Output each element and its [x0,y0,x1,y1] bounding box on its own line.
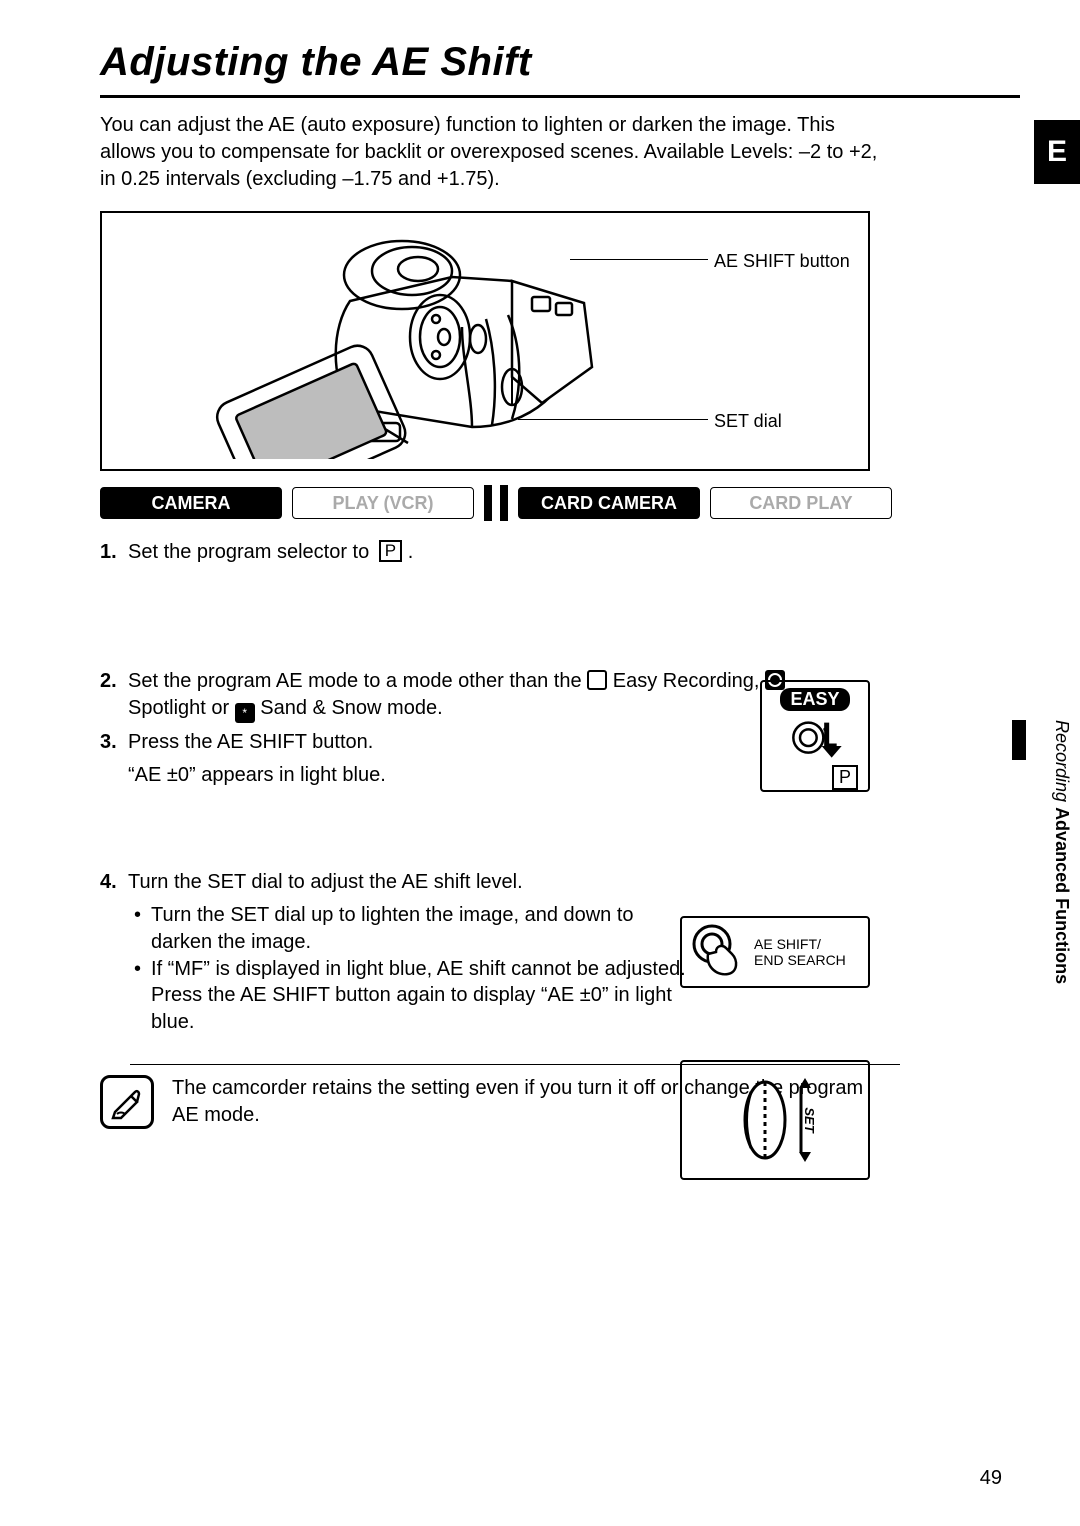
mode-separator-icon [484,485,508,521]
step-4-b1: Turn the SET dial up to lighten the imag… [151,902,700,956]
step-4-bullets: Turn the SET dial up to lighten the imag… [128,902,700,1036]
step-1: 1. Set the program selector to P . [100,539,1020,566]
page-number: 49 [980,1467,1002,1490]
step-1-text: Set the program selector to [128,541,375,563]
steps-list: 1. Set the program selector to P . 2. Se… [100,539,1020,1036]
note-row: The camcorder retains the setting even i… [100,1075,1020,1129]
easy-label: EASY [780,688,849,711]
mode-play-vcr: PLAY (VCR) [292,487,474,519]
set-dial-diagram: SET [680,1060,870,1180]
side-index-bar [1012,720,1026,760]
step-3: 3. Press the AE SHIFT button. [100,729,1020,756]
callout-line-1 [570,259,708,260]
step-num: 3. [100,729,128,756]
step-body: Turn the SET dial to adjust the AE shift… [128,869,688,896]
step-body: Press the AE SHIFT button. [128,729,1020,756]
ae-shift-label: AE SHIFT/ END SEARCH [754,936,846,968]
mode-card-play: CARD PLAY [710,487,892,519]
set-label: SET [802,1107,817,1133]
step-2d: Sand & Snow mode. [260,697,442,719]
side-section-label: Recording Advanced Functions [1051,720,1072,984]
step-2: 2. Set the program AE mode to a mode oth… [100,668,1020,723]
edge-letter: E [1047,135,1067,169]
mode-row: CAMERA PLAY (VCR) CARD CAMERA CARD PLAY [100,485,1020,521]
p-symbol: P [832,765,858,790]
camcorder-illustration [212,227,632,459]
manual-page: E Recording Advanced Functions Adjusting… [0,0,1080,1526]
step-2a: Set the program AE mode to a mode other … [128,670,587,692]
step-2c: Spotlight or [128,697,235,719]
easy-recording-icon [587,670,607,690]
step-num: 1. [100,539,128,566]
selector-dial-icon [788,711,842,761]
mode-card-camera: CARD CAMERA [518,487,700,519]
page-title: Adjusting the AE Shift [100,40,1020,85]
program-selector-diagram: EASY P [760,680,870,792]
step-4: 4. Turn the SET dial to adjust the AE sh… [100,869,1020,896]
side-italic: Recording [1052,720,1072,802]
intro-text: You can adjust the AE (auto exposure) fu… [100,112,880,193]
p-icon: P [379,540,402,562]
ae-shift-button-diagram: AE SHIFT/ END SEARCH [680,916,870,988]
step-body: Set the program AE mode to a mode other … [128,668,868,723]
camera-diagram: AE SHIFT button SET dial [100,211,870,471]
step-num: 4. [100,869,128,896]
callout-set-dial: SET dial [714,411,782,432]
step-body: Set the program selector to P . [128,539,1020,566]
note-icon [100,1075,154,1129]
edge-tab: E [1034,120,1080,184]
step-2b: Easy Recording, [613,670,765,692]
set-dial-icon: SET [715,1070,835,1170]
callout-ae-shift: AE SHIFT button [714,251,850,272]
title-wrap: Adjusting the AE Shift [100,40,1020,98]
callout-line-2 [518,419,708,420]
step-1-dot: . [408,541,414,563]
mode-camera: CAMERA [100,487,282,519]
step-3-sub: “AE ±0” appears in light blue. [128,762,688,789]
step-4-b2: If “MF” is displayed in light blue, AE s… [151,956,700,1036]
side-bold: Advanced Functions [1052,807,1072,984]
sand-snow-icon: * [235,703,255,723]
step-num: 2. [100,668,128,723]
press-button-icon [688,924,748,980]
